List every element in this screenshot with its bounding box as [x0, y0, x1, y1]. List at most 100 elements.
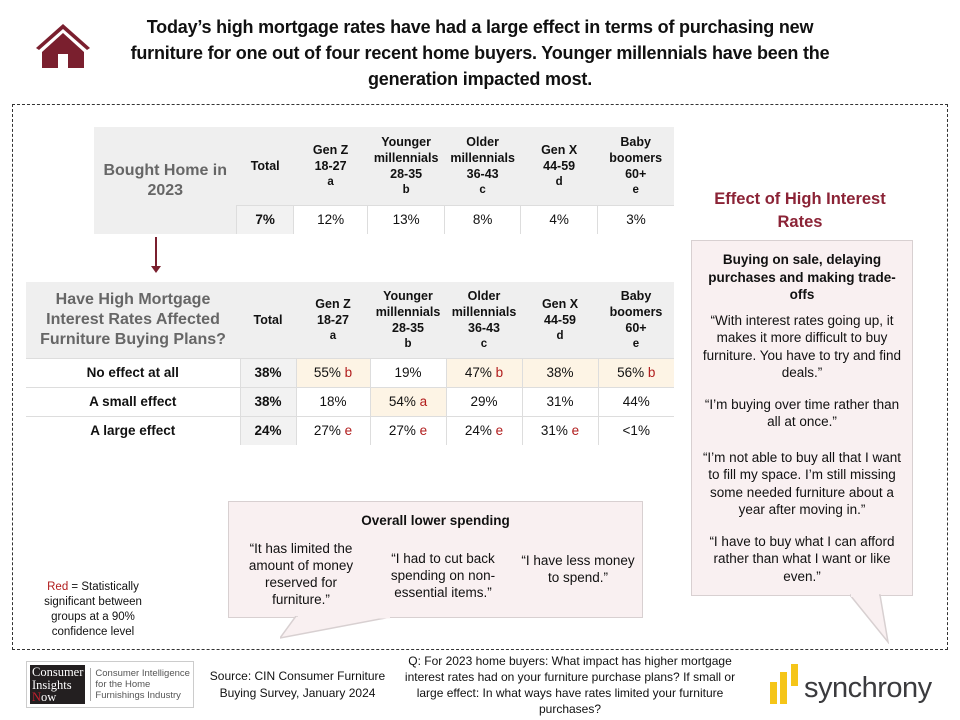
- synchrony-logo: synchrony: [770, 664, 932, 704]
- significance-marker: e: [571, 423, 580, 439]
- mortgage-effect-table: Have High Mortgage Interest Rates Affect…: [26, 282, 674, 445]
- spending-quote-bubble: Overall lower spending “It has limited t…: [228, 501, 643, 618]
- synchrony-bars-icon: [770, 664, 798, 704]
- cell-value: 38%: [254, 394, 282, 409]
- total-cell: 38%: [239, 357, 296, 387]
- table-cell: 18%: [295, 386, 370, 416]
- total-cell: 38%: [239, 386, 296, 416]
- synchrony-wordmark: synchrony: [804, 672, 932, 704]
- cell-value: 54%: [388, 394, 416, 409]
- table1-cell: 8%: [443, 204, 521, 234]
- table2-title: Have High Mortgage Interest Rates Affect…: [26, 282, 240, 358]
- cell-value: 31%: [546, 394, 574, 409]
- table-cell: 56% b: [597, 357, 674, 387]
- table1-cell: 12%: [292, 204, 368, 234]
- table-cell: 19%: [369, 357, 446, 387]
- col-genz: Gen Z 18-27 a: [296, 282, 370, 358]
- quote: “I’m not able to buy all that I want to …: [702, 449, 902, 518]
- significance-marker: b: [647, 365, 656, 380]
- col-boomers: Baby boomers 60+ e: [597, 127, 674, 205]
- table-row: A large effect 24% 27% e 27% e 24% e 31% e <1%: [26, 415, 674, 445]
- table-cell: 44%: [597, 386, 674, 416]
- table-cell: 24% e: [445, 415, 522, 445]
- col-older-millennials: Older millennials 36-43 c: [444, 127, 521, 205]
- bubble-tail: [850, 594, 890, 644]
- col-genz: Gen Z 18-27 a: [293, 127, 368, 205]
- table-cell: 27% e: [369, 415, 446, 445]
- col-total: Total: [236, 127, 294, 205]
- quote: “I have to buy what I can afford rather …: [709, 533, 895, 584]
- col-younger-millennials: Younger millennials 28-35 b: [367, 127, 445, 205]
- significance-marker: e: [419, 423, 428, 439]
- cell-value: 56%: [617, 365, 645, 380]
- cell-value: 27%: [313, 423, 341, 439]
- source-note: Source: CIN Consumer Furniture Buying Su…: [209, 669, 386, 700]
- significance-legend: Red = Statistically significant between …: [28, 580, 158, 640]
- table-cell: 38%: [521, 357, 598, 387]
- cell-value: 38%: [254, 365, 282, 380]
- col-total: Total: [240, 282, 296, 358]
- col-genx: Gen X 44-59 d: [520, 127, 598, 205]
- cell-value: 18%: [319, 394, 347, 409]
- quote: “With interest rates going up, it makes …: [702, 312, 902, 381]
- cell-value: 47%: [464, 365, 492, 380]
- col-older-millennials: Older millennials 36-43 c: [446, 282, 522, 358]
- cell-value: 24%: [254, 423, 282, 439]
- table-cell: <1%: [597, 415, 674, 445]
- significance-marker: b: [344, 365, 353, 380]
- cell-value: 29%: [470, 394, 498, 409]
- significance-marker: e: [495, 423, 504, 439]
- arrow-down-icon: [151, 266, 161, 273]
- table-cell: 55% b: [295, 357, 370, 387]
- cell-value: 24%: [464, 423, 492, 439]
- table1-cell: 13%: [367, 204, 445, 234]
- table-row: A small effect 38% 18% 54% a 29% 31% 44%: [26, 386, 674, 416]
- headline: Today’s high mortgage rates have had a l…: [130, 17, 830, 89]
- legend-text: = Statistically significant between grou…: [44, 581, 142, 638]
- table-cell: 29%: [445, 386, 522, 416]
- cin-tagline: Consumer Intelligence for the Home Furni…: [90, 668, 190, 701]
- house-icon: [36, 24, 90, 68]
- table1-total: 7%: [236, 204, 294, 234]
- spending-title: Overall lower spending: [361, 513, 510, 528]
- legend-red-word: Red: [47, 581, 69, 593]
- table-row: No effect at all 38% 55% b 19% 47% b 38% 56% b: [26, 357, 674, 387]
- bought-home-table: Bought Home in 2023 Total Gen Z 18-27 a Yo…: [94, 127, 674, 234]
- cell-value: 19%: [394, 365, 422, 380]
- significance-marker: a: [419, 394, 428, 409]
- table1-cell: 4%: [520, 204, 598, 234]
- arrow-connector: [155, 237, 157, 267]
- table-cell: 54% a: [369, 386, 446, 416]
- cell-value: <1%: [622, 423, 650, 439]
- cell-value: 44%: [622, 394, 650, 409]
- quote: “It has limited the amount of money rese…: [248, 541, 354, 607]
- effect-theme: Buying on sale, delaying purchases and m…: [708, 252, 896, 302]
- table1-cell: 3%: [596, 204, 674, 234]
- quote: “I had to cut back spending on non-essen…: [390, 551, 496, 600]
- table-cell: 47% b: [445, 357, 522, 387]
- table1-title: Bought Home in 2023: [94, 127, 237, 234]
- row-label: A small effect: [26, 386, 240, 416]
- quote: “I’m buying over time rather than all at…: [704, 396, 900, 430]
- row-label: A large effect: [26, 415, 240, 445]
- row-label: No effect at all: [26, 357, 240, 387]
- cin-logo-mark: Consumer Insights Now: [30, 665, 86, 704]
- table-cell: 27% e: [295, 415, 370, 445]
- bubble-tail: [280, 616, 390, 639]
- cell-value: 27%: [388, 423, 416, 439]
- effect-quote-bubble: Buying on sale, delaying purchases and m…: [691, 240, 913, 596]
- significance-marker: e: [344, 423, 353, 439]
- col-younger-millennials: Younger millennials 28-35 b: [370, 282, 446, 358]
- effect-panel-title: Effect of High Interest Rates: [714, 190, 886, 231]
- cell-value: 55%: [313, 365, 341, 380]
- survey-question: Q: For 2023 home buyers: What impact has…: [404, 654, 736, 716]
- significance-marker: b: [495, 365, 504, 380]
- cin-logo: Consumer Insights Now Consumer Intelligenc…: [26, 661, 194, 708]
- col-genx: Gen X 44-59 d: [522, 282, 598, 358]
- table-cell: 31% e: [521, 415, 598, 445]
- col-boomers: Baby boomers 60+ e: [598, 282, 674, 358]
- total-cell: 24%: [239, 415, 296, 445]
- content-frame: [12, 104, 948, 650]
- table-cell: 31%: [521, 386, 598, 416]
- cell-value: 38%: [546, 365, 574, 380]
